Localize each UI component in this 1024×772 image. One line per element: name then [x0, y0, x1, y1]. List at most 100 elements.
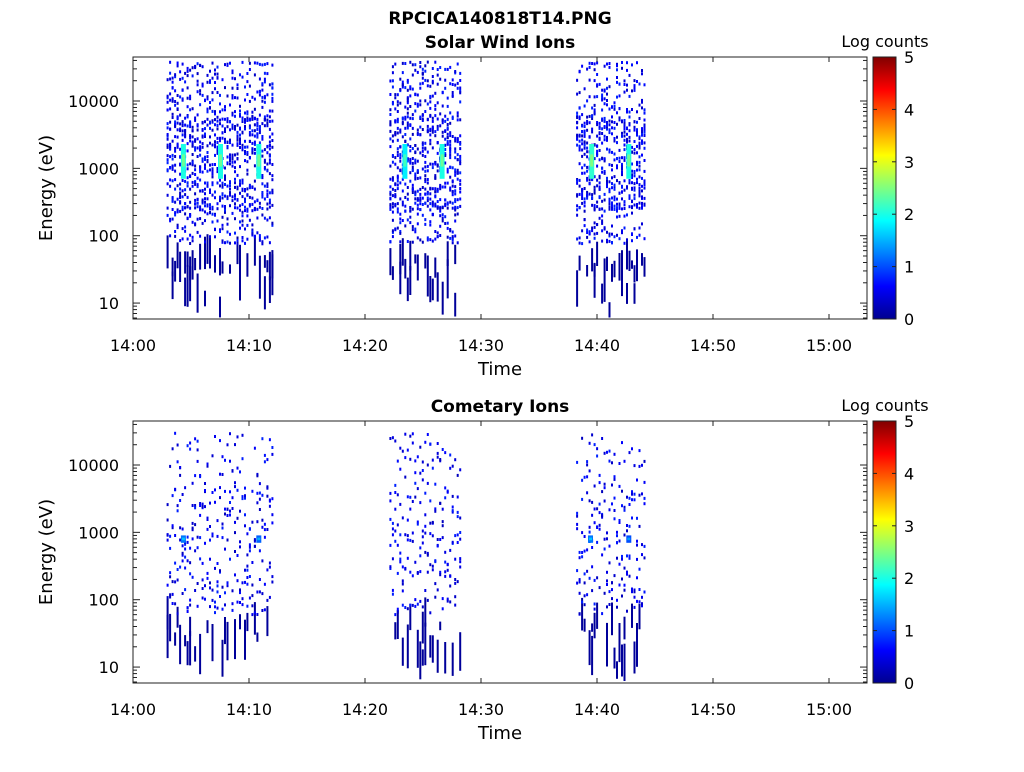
heatmap-cell [199, 165, 202, 169]
heatmap-cell [204, 120, 206, 124]
heatmap-cell [396, 166, 399, 170]
heatmap-cell [401, 582, 404, 586]
heatmap-cell [394, 120, 397, 124]
heatmap-cell [449, 584, 452, 588]
heatmap-cell [576, 116, 579, 119]
heatmap-cell [258, 236, 261, 240]
heatmap-cell [211, 172, 214, 176]
heatmap-cell [229, 156, 231, 160]
heatmap-cell [179, 200, 182, 204]
heatmap-cell [441, 134, 444, 138]
heatmap-cell [194, 506, 197, 510]
heatmap-cell [261, 242, 264, 246]
heatmap-cell [391, 160, 394, 164]
heatmap-cell [611, 224, 613, 228]
heatmap-hotspot-core [627, 154, 631, 167]
heatmap-cell [601, 98, 604, 102]
heatmap-cell [229, 128, 231, 132]
heatmap-cell [253, 446, 256, 450]
heatmap-cell [401, 122, 404, 126]
heatmap-cell [576, 78, 579, 82]
heatmap-cell [631, 587, 633, 591]
heatmap-cell [633, 605, 636, 609]
heatmap-cell [401, 637, 404, 666]
heatmap-cell [246, 532, 249, 536]
heatmap-cell [241, 236, 244, 239]
heatmap-cell [179, 129, 182, 133]
heatmap-cell [396, 110, 399, 113]
heatmap-cell [591, 433, 594, 437]
heatmap-cell [399, 231, 402, 235]
heatmap-cell [411, 132, 414, 136]
heatmap-cell [406, 97, 409, 101]
heatmap-cell [181, 76, 184, 80]
heatmap-cell [454, 168, 457, 172]
heatmap-cell [179, 209, 182, 213]
heatmap-cell [623, 138, 626, 142]
heatmap-cell [401, 516, 404, 520]
heatmap-cell [606, 147, 608, 151]
heatmap-cell [246, 612, 249, 632]
heatmap-cell [419, 198, 422, 202]
heatmap-cell [221, 526, 224, 530]
heatmap-cell [454, 557, 457, 561]
heatmap-cell [181, 124, 184, 128]
heatmap-cell [431, 116, 434, 120]
x-tick-label: 14:50 [690, 336, 736, 355]
heatmap-cell [603, 547, 606, 551]
heatmap-cell [239, 220, 241, 224]
heatmap-cell [196, 205, 199, 209]
heatmap-cell [221, 536, 224, 540]
heatmap-cell [244, 118, 246, 122]
heatmap-cell [434, 176, 437, 180]
heatmap-cell [404, 432, 407, 436]
heatmap-cell [411, 432, 414, 436]
heatmap-cell [189, 187, 192, 191]
heatmap-cell [171, 153, 174, 157]
heatmap-cell [236, 136, 239, 140]
heatmap-cell [406, 197, 409, 201]
heatmap-cell [596, 525, 599, 529]
heatmap-cell [441, 121, 444, 125]
heatmap-cell [221, 184, 224, 188]
heatmap-cell [606, 622, 608, 667]
heatmap-cell [399, 502, 402, 506]
heatmap-cell [439, 187, 442, 191]
heatmap-cell [216, 562, 219, 565]
heatmap-cell [241, 239, 244, 243]
heatmap-cell [271, 174, 274, 178]
heatmap-cell [221, 78, 224, 82]
heatmap-cell [241, 178, 244, 182]
heatmap-cell [449, 150, 452, 154]
heatmap-cell [613, 574, 616, 578]
y-tick-label: 100 [88, 591, 119, 610]
heatmap-cell [391, 79, 394, 83]
heatmap-cell [631, 239, 633, 243]
heatmap-cell [166, 518, 169, 522]
heatmap-cell [263, 184, 266, 188]
heatmap-cell [404, 475, 407, 479]
heatmap-cell [251, 583, 254, 587]
heatmap-cell [169, 77, 172, 81]
heatmap-cell [206, 110, 209, 114]
heatmap-cell [271, 96, 274, 100]
heatmap-cell [586, 99, 589, 103]
heatmap-cell [231, 113, 234, 117]
heatmap-cell [421, 186, 424, 189]
heatmap-cell [454, 83, 457, 87]
heatmap-cell [638, 186, 641, 190]
heatmap-cell [591, 226, 594, 230]
heatmap-cell [643, 556, 646, 560]
heatmap-cell [184, 129, 187, 132]
heatmap-cell [586, 128, 589, 132]
axes: 14:00 14:10 14:20 14:30 14:40 14:50 15:0010100… [68, 421, 867, 719]
heatmap-cell [593, 68, 596, 72]
heatmap-cell [169, 593, 172, 597]
heatmap-cell [633, 492, 636, 496]
panel-title: Solar Wind Ions [425, 33, 576, 53]
heatmap-cell [456, 541, 459, 544]
heatmap-cell [401, 449, 404, 453]
heatmap-cell [206, 160, 209, 164]
heatmap-cell [421, 72, 424, 76]
heatmap-cell [224, 174, 226, 178]
